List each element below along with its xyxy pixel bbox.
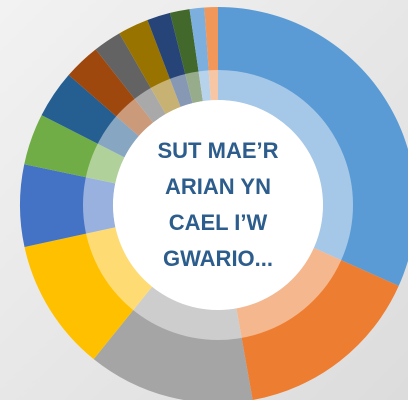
chart-title: SUT MAE’R ARIAN YN CAEL I’W GWARIO... (157, 138, 279, 271)
donut-segment (236, 247, 399, 400)
donut-segment (169, 9, 203, 104)
donut-segment (41, 74, 139, 158)
donut-segment (95, 33, 166, 123)
donut-segment (68, 49, 154, 137)
donut-segment (147, 12, 193, 107)
donut-segment (93, 286, 253, 400)
donut-segment (204, 7, 218, 101)
inner-ring (83, 70, 353, 340)
donut-segment (218, 7, 408, 286)
donut-segment (19, 164, 116, 247)
donut-segment (189, 7, 211, 102)
centre-disc (113, 100, 323, 310)
donut-segment (24, 115, 125, 184)
donut-segment (24, 227, 153, 360)
donut-segment (119, 20, 181, 114)
